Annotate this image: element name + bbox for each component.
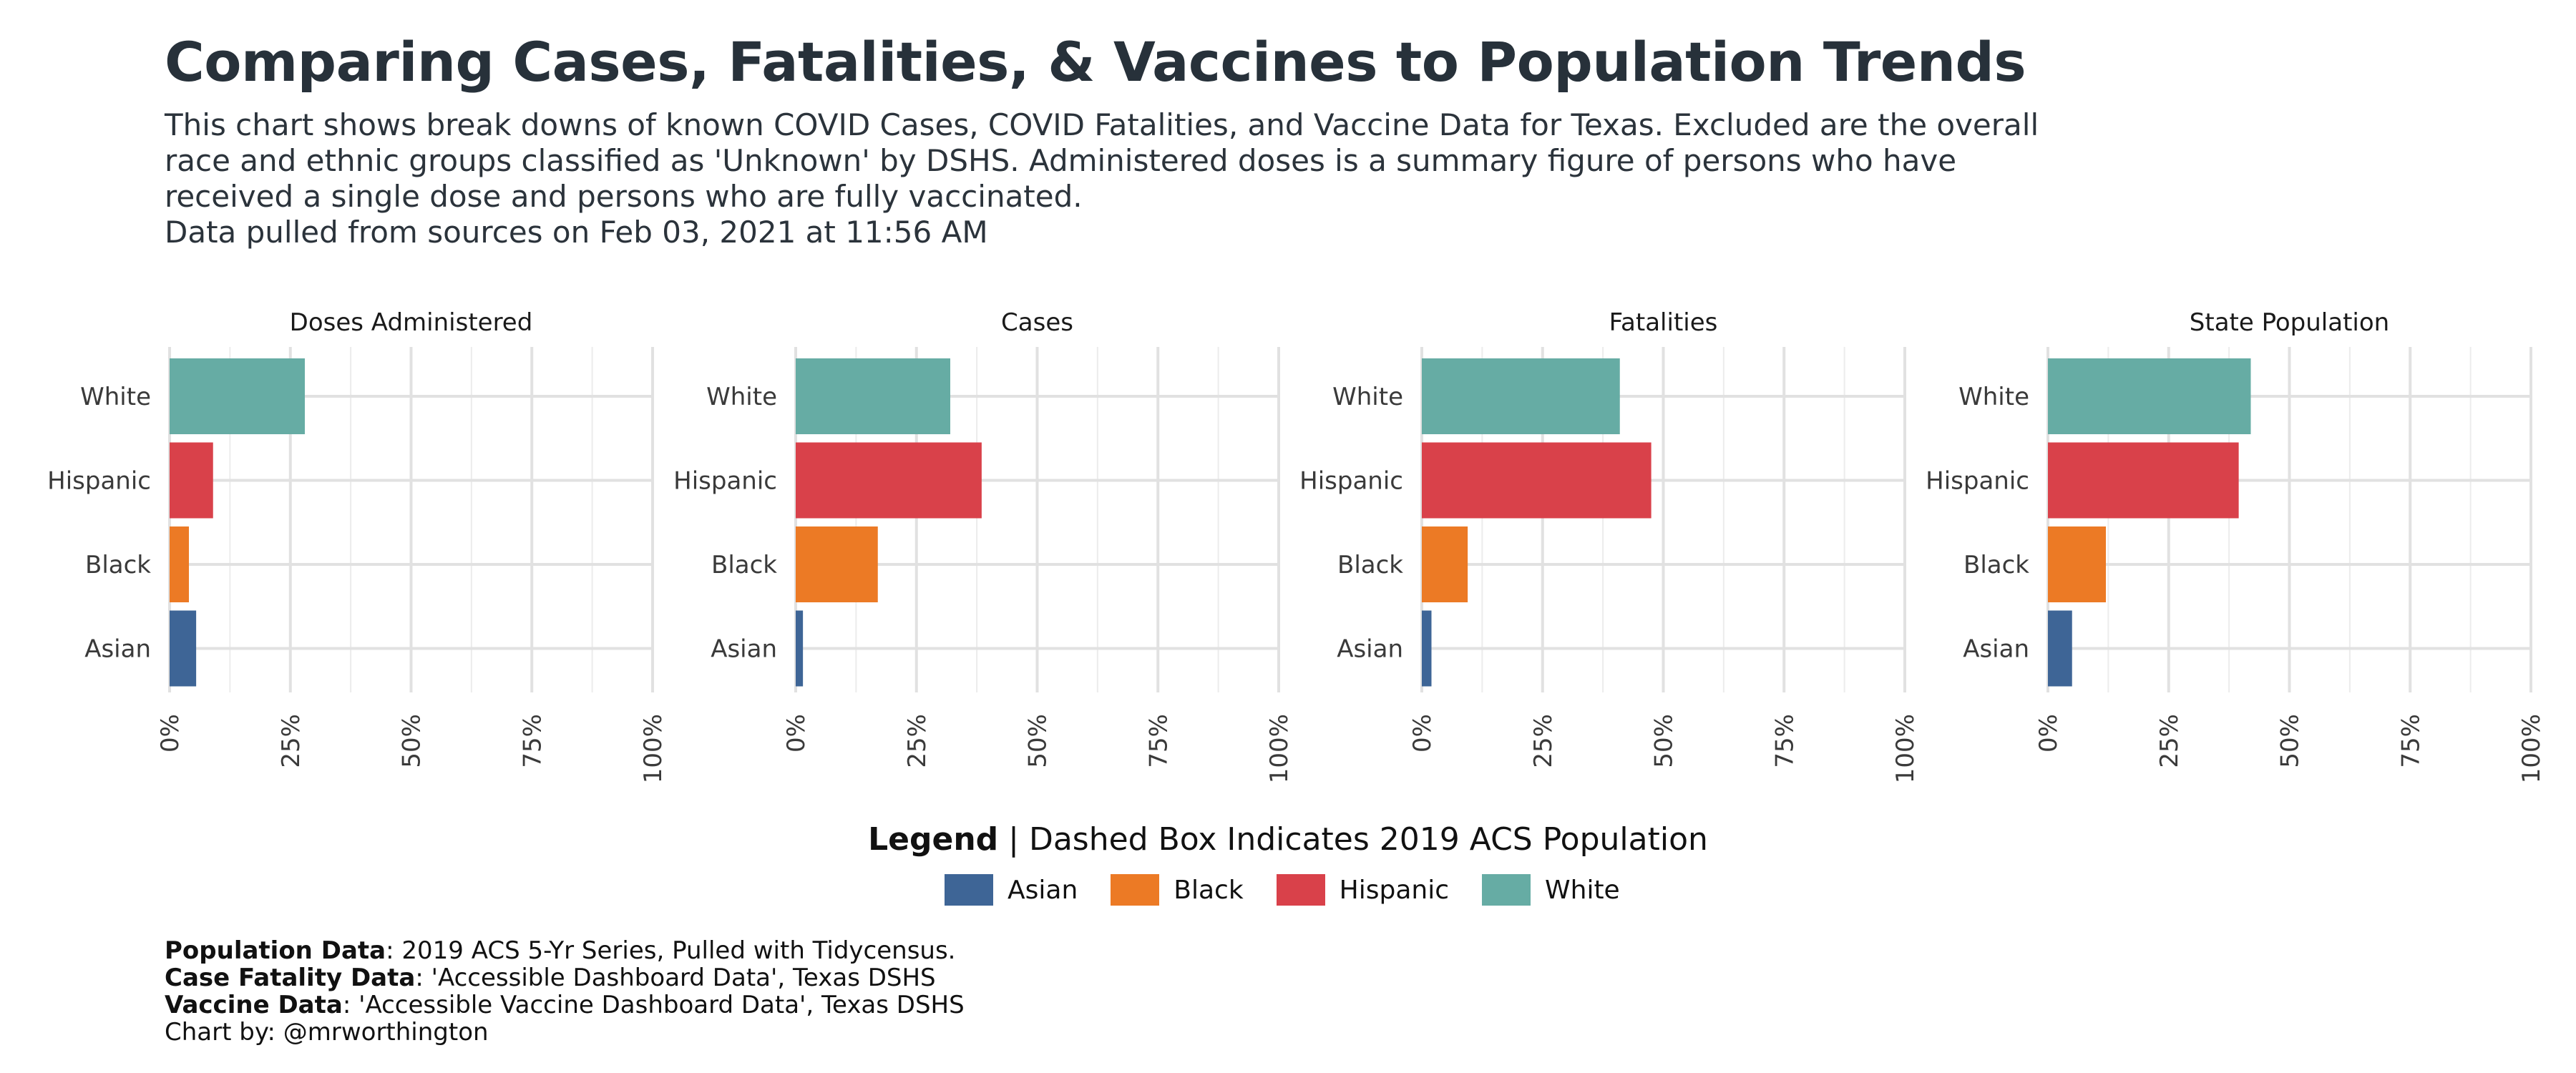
panel-title-fatalities: Fatalities [1609,308,1718,337]
bar-white-cases [796,358,950,434]
caption-source-text: Chart by: @mrworthington [165,1018,489,1047]
category-label-black: Black [1963,551,2029,579]
bar-hispanic-state-population [2048,442,2239,519]
caption-line: Case Fatality Data: 'Accessible Dashboar… [165,964,965,991]
bar-white-doses-administered [170,358,305,434]
legend: Asian Black Hispanic White [945,874,1620,906]
category-label-asian: Asian [711,635,777,664]
x-tick-label: 0% [1408,714,1437,753]
legend-label: Asian [1008,875,1078,905]
legend-item-asian: Asian [945,874,1078,906]
x-tick-label: 25% [903,714,932,768]
x-tick-label: 25% [2155,714,2184,768]
legend-title-rest: | Dashed Box Indicates 2019 ACS Populati… [998,821,1708,858]
legend-item-black: Black [1111,874,1244,906]
legend-label: Black [1174,875,1244,905]
caption-source-text: : 'Accessible Vaccine Dashboard Data', T… [342,991,965,1019]
bar-asian-cases [796,610,804,687]
faceted-bar-chart: Doses Administered White Hispanic Black Asia… [47,308,2546,783]
category-label-black: Black [1337,551,1403,579]
bar-asian-fatalities [1422,610,1432,687]
panel-title-state-population: State Population [2190,308,2389,337]
x-tick-label: 0% [782,714,811,753]
caption-line: Population Data: 2019 ACS 5-Yr Series, P… [165,937,965,964]
x-tick-label: 75% [518,714,547,768]
legend-item-white: White [1482,874,1620,906]
category-label-hispanic: Hispanic [1299,467,1403,496]
caption-source-name: Case Fatality Data [165,964,416,992]
legend-label: Hispanic [1339,875,1450,905]
chart-subtitle: This chart shows break downs of known CO… [165,107,2039,250]
category-label-white: White [1958,383,2029,411]
bar-hispanic-fatalities [1422,442,1652,519]
legend-swatch [945,874,993,906]
bar-black-fatalities [1422,526,1468,602]
caption-source-name: Vaccine Data [165,991,343,1019]
bar-white-state-population [2048,358,2251,434]
x-tick-label: 50% [2276,714,2305,768]
legend-title-bold: Legend [868,821,999,858]
x-tick-label: 100% [2517,714,2546,783]
category-label-asian: Asian [84,635,151,664]
category-label-black: Black [85,551,151,579]
x-tick-label: 75% [1770,714,1799,768]
panel-title-cases: Cases [1001,308,1073,337]
legend-item-hispanic: Hispanic [1276,874,1450,906]
category-label-black: Black [711,551,777,579]
x-tick-label: 75% [1144,714,1173,768]
caption-source-name: Population Data [165,936,386,965]
legend-swatch [1276,874,1325,906]
bar-white-fatalities [1422,358,1620,434]
legend-title: Legend | Dashed Box Indicates 2019 ACS P… [0,821,2576,858]
caption-line: Vaccine Data: 'Accessible Vaccine Dashbo… [165,991,965,1019]
bar-black-state-population [2048,526,2106,602]
x-tick-label: 50% [1024,714,1053,768]
x-tick-label: 100% [1891,714,1920,783]
category-label-hispanic: Hispanic [1926,467,2029,496]
bar-hispanic-cases [796,442,982,519]
caption-source-text: : 2019 ACS 5-Yr Series, Pulled with Tidy… [386,936,956,965]
x-tick-label: 25% [277,714,306,768]
source-caption: Population Data: 2019 ACS 5-Yr Series, P… [165,937,965,1046]
category-label-asian: Asian [1337,635,1403,664]
x-tick-label: 0% [2034,714,2063,753]
caption-source-text: : 'Accessible Dashboard Data', Texas DSH… [415,964,936,992]
bar-asian-doses-administered [170,610,197,687]
bar-asian-state-population [2048,610,2072,687]
x-tick-label: 100% [639,714,668,783]
category-label-asian: Asian [1963,635,2029,664]
x-tick-label: 100% [1265,714,1294,783]
x-tick-label: 50% [398,714,426,768]
bar-black-cases [796,526,878,602]
category-label-white: White [1332,383,1403,411]
caption-line: Chart by: @mrworthington [165,1019,965,1046]
x-tick-label: 0% [156,714,185,753]
legend-label: White [1545,875,1620,905]
bar-black-doses-administered [170,526,189,602]
bar-hispanic-doses-administered [170,442,213,519]
x-tick-label: 25% [1529,714,1558,768]
category-label-hispanic: Hispanic [673,467,777,496]
category-label-white: White [80,383,151,411]
panel-title-doses-administered: Doses Administered [290,308,533,337]
chart-title: Comparing Cases, Fatalities, & Vaccines … [165,30,2026,94]
legend-swatch [1111,874,1160,906]
x-tick-label: 75% [2396,714,2425,768]
category-label-hispanic: Hispanic [47,467,151,496]
x-tick-label: 50% [1650,714,1679,768]
legend-swatch [1482,874,1531,906]
category-label-white: White [706,383,777,411]
